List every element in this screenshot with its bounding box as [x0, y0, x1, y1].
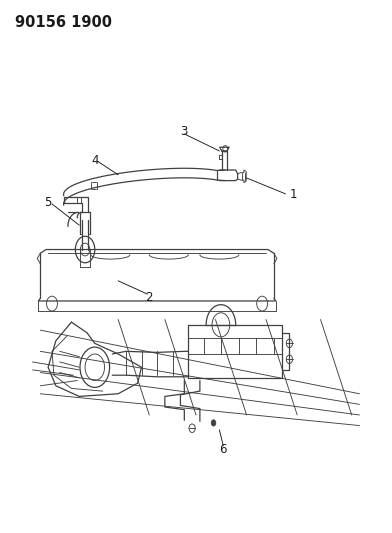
- Text: 6: 6: [220, 443, 227, 456]
- Text: 1: 1: [290, 189, 297, 201]
- Text: 2: 2: [145, 291, 153, 304]
- Text: 4: 4: [91, 154, 98, 167]
- Text: 90156 1900: 90156 1900: [15, 14, 112, 30]
- Circle shape: [211, 419, 216, 426]
- Text: 3: 3: [181, 125, 188, 138]
- Text: 5: 5: [44, 196, 52, 209]
